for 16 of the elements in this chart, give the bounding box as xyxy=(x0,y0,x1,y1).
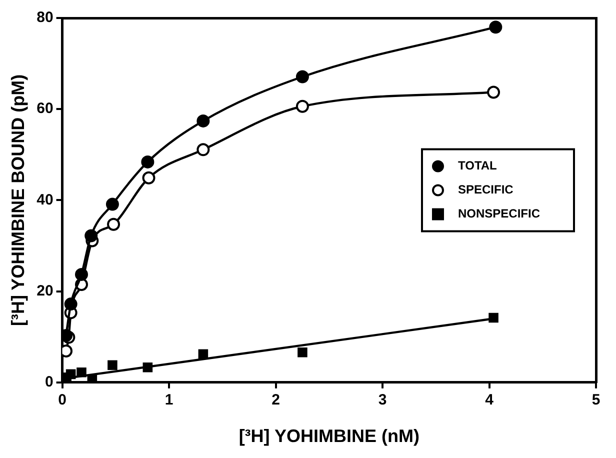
x-tick-label: 3 xyxy=(378,392,387,409)
y-tick-label: 0 xyxy=(44,374,54,391)
x-tick-label: 4 xyxy=(485,392,494,409)
x-tick-label: 5 xyxy=(592,392,600,409)
legend-label: SPECIFIC xyxy=(458,182,514,197)
x-tick-label: 2 xyxy=(272,392,280,409)
y-tick-label: 80 xyxy=(36,9,54,26)
legend-label: NONSPECIFIC xyxy=(458,206,540,221)
y-tick-label: 20 xyxy=(36,282,54,300)
legend-label: TOTAL xyxy=(458,158,497,173)
x-axis-title: [³H] YOHIMBINE (nM) xyxy=(238,426,420,446)
y-tick-label: 40 xyxy=(36,191,54,208)
y-axis-title: [³H] YOHIMBINE BOUND (pM) xyxy=(8,74,28,326)
x-tick-label: 0 xyxy=(58,392,66,409)
y-tick-label: 60 xyxy=(36,100,54,118)
x-tick-label: 1 xyxy=(164,392,174,409)
